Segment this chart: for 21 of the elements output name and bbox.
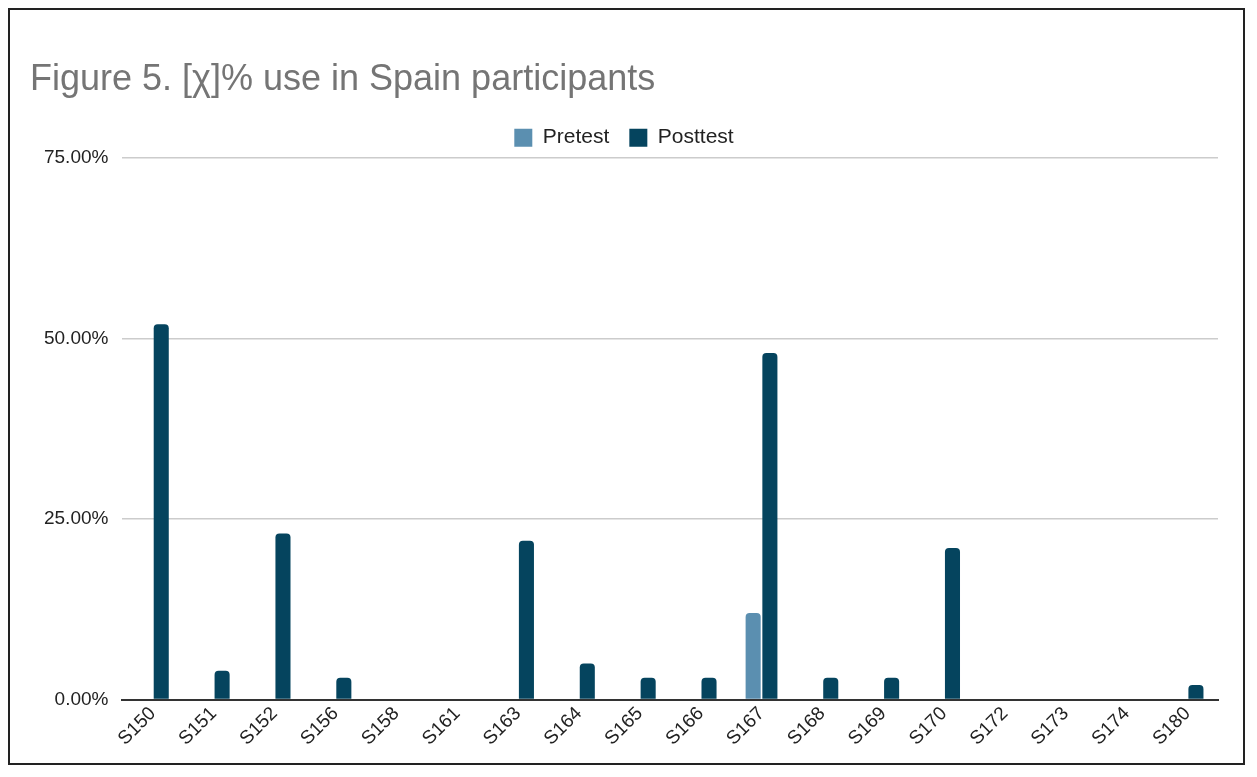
bar — [762, 353, 778, 699]
bar — [336, 677, 352, 699]
bar — [1188, 685, 1204, 699]
y-tick-label: 0.00% — [54, 687, 109, 709]
bar — [745, 612, 761, 699]
bar — [214, 670, 230, 699]
bar — [640, 677, 656, 699]
chart-title: Figure 5. [χ]% use in Spain participants — [30, 56, 656, 98]
bar — [823, 677, 839, 699]
bar — [579, 663, 595, 699]
y-tick-label: 25.00% — [43, 507, 109, 529]
bar — [275, 533, 291, 699]
bar — [518, 540, 534, 699]
y-tick-label: 50.00% — [43, 326, 109, 348]
bar — [153, 324, 169, 699]
bar — [884, 677, 900, 699]
legend-label: Posttest — [657, 124, 734, 148]
bar — [701, 677, 717, 699]
y-tick-label: 75.00% — [43, 146, 109, 168]
bar — [944, 547, 961, 699]
legend-label: Pretest — [542, 124, 610, 148]
